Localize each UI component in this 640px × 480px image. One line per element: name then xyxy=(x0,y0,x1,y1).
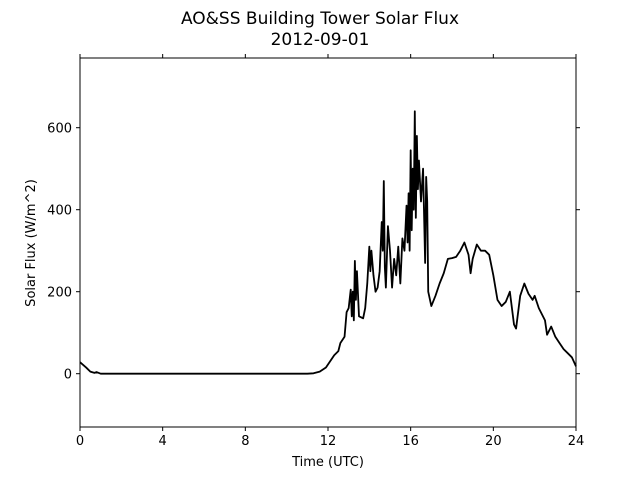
x-tick-label: 4 xyxy=(159,434,167,449)
y-tick-label: 600 xyxy=(47,122,72,137)
data-line xyxy=(79,110,577,375)
x-tick-label: 12 xyxy=(320,434,337,449)
plot-frame xyxy=(79,57,577,428)
x-tick-label: 24 xyxy=(568,434,585,449)
x-tick-label: 8 xyxy=(241,434,249,449)
x-tick-label: 20 xyxy=(485,434,502,449)
y-tick-label: 400 xyxy=(47,204,72,219)
y-axis-label: Solar Flux (W/m^2) xyxy=(24,179,39,307)
x-tick-label: 0 xyxy=(76,434,84,449)
x-axis-label: Time (UTC) xyxy=(291,455,364,470)
chart-title: AO&SS Building Tower Solar Flux xyxy=(181,9,459,29)
x-tick-label: 16 xyxy=(402,434,419,449)
y-tick-label: 0 xyxy=(64,368,72,383)
y-tick-label: 200 xyxy=(47,286,72,301)
chart-subtitle: 2012-09-01 xyxy=(271,30,370,50)
